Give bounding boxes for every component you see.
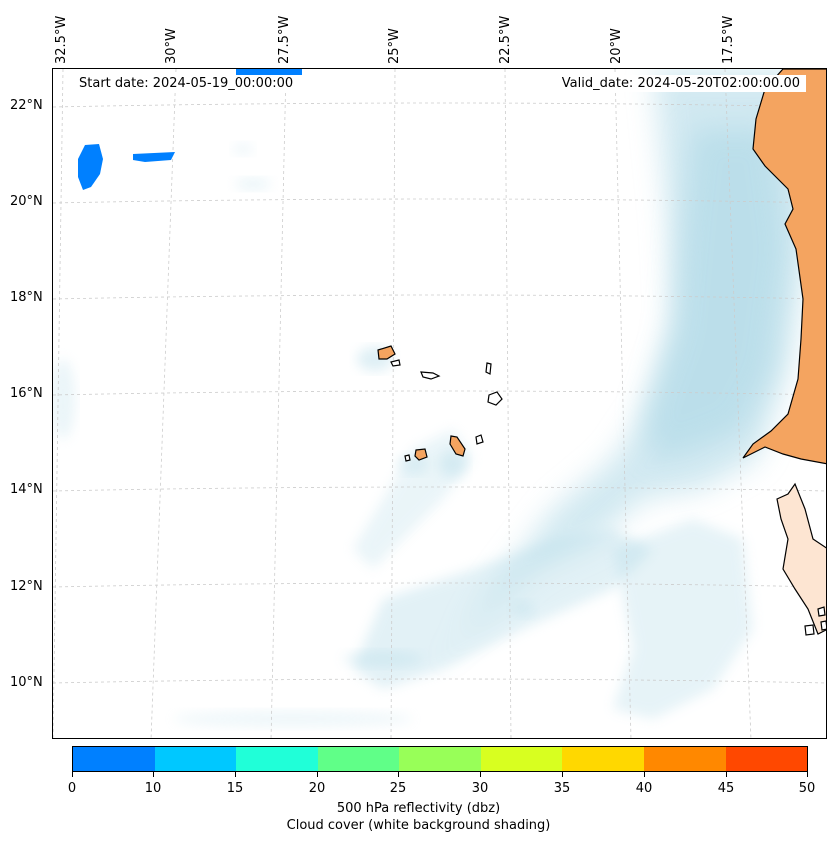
cloud-patch-f — [173, 711, 413, 727]
colorbar-segment-45-50 — [725, 747, 808, 771]
reflectivity-patch-strip — [133, 152, 175, 162]
island-bijagos-c — [820, 620, 826, 631]
island-sal — [485, 362, 492, 375]
lat-label-10n: 10°N — [10, 675, 43, 690]
colorbar-tick-mark — [726, 772, 727, 777]
gridline-lon-17.5 — [724, 69, 752, 738]
colorbar-segment-30-35 — [480, 747, 563, 771]
cloud-streak-southeast — [613, 519, 753, 719]
island-boa-vista — [487, 391, 503, 406]
gridline-lat-20 — [53, 198, 826, 204]
lon-label-20w: 20°W — [609, 28, 624, 64]
colorbar-tick-label: 35 — [553, 781, 571, 796]
reflectivity-layer — [78, 69, 302, 190]
island-santiago — [449, 435, 466, 457]
land-layer — [377, 69, 826, 636]
colorbar-tick-label: 20 — [308, 781, 326, 796]
colorbar-tick-label: 10 — [144, 781, 162, 796]
lon-label-22.5w: 22.5°W — [498, 15, 513, 64]
reflectivity-patch-west — [78, 144, 103, 190]
lon-label-25w: 25°W — [387, 28, 402, 64]
colorbar-tick-label: 30 — [471, 781, 489, 796]
colorbar-segment-0-10 — [73, 747, 155, 771]
colorbar-segment-20-25 — [317, 747, 400, 771]
gridline-lat-18 — [53, 294, 826, 300]
map-panel[interactable]: Start date: 2024-05-19_00:00:00 Valid_da… — [52, 68, 827, 739]
cloud-patch-b — [439, 450, 467, 478]
lat-label-14n: 14°N — [10, 482, 43, 497]
colorbar-tick-mark — [317, 772, 318, 777]
island-bijagos-a — [817, 606, 826, 617]
island-sao-nicolau — [420, 371, 441, 380]
cloud-streak-south — [353, 529, 653, 689]
island-sao-vicente — [390, 359, 401, 367]
colorbar-segment-15-20 — [236, 747, 318, 771]
land-africa-north — [742, 69, 826, 465]
lat-label-18n: 18°N — [10, 290, 43, 305]
lon-label-30w: 30°W — [164, 28, 179, 64]
island-maio — [475, 434, 484, 445]
island-santo-antao — [377, 345, 396, 360]
colorbar-tick-mark — [644, 772, 645, 777]
cloud-patch-e — [53, 359, 75, 439]
colorbar-segment-10-15 — [154, 747, 237, 771]
gridline-lon-25 — [390, 69, 396, 738]
lat-label-16n: 16°N — [10, 386, 43, 401]
cloud-patch-c — [511, 601, 535, 617]
island-fogo — [414, 448, 428, 461]
colorbar-tick-label: 25 — [389, 781, 407, 796]
gridline-lat-22 — [53, 102, 826, 108]
colorbar-segment-40-45 — [643, 747, 726, 771]
colorbar-subtitle: Cloud cover (white background shading) — [286, 818, 551, 833]
colorbar-title: 500 hPa reflectivity (dbz) — [336, 801, 501, 816]
colorbar-tick-mark — [398, 772, 399, 777]
cloud-band-core — [643, 129, 788, 459]
gridline-lon-20 — [614, 69, 632, 738]
cloud-cover-layer — [53, 69, 813, 727]
colorbar — [72, 746, 808, 772]
gridline-lat-12 — [53, 582, 826, 588]
cloud-patch-h — [233, 143, 253, 155]
colorbar-segment-25-30 — [399, 747, 481, 771]
gridline-lon-22.5 — [504, 69, 512, 738]
gridline-lon-27.5 — [270, 69, 287, 738]
colorbar-tick-mark — [807, 772, 808, 777]
land-africa-south — [776, 482, 826, 635]
lat-label-22n: 22°N — [10, 98, 43, 113]
colorbar-tick-mark — [72, 772, 73, 777]
map-canvas — [53, 69, 826, 738]
reflectivity-patch-top — [236, 69, 302, 75]
gridline-lon-30 — [150, 69, 177, 738]
colorbar-segment-35-40 — [562, 747, 644, 771]
cloud-patch-g — [343, 651, 423, 667]
lon-label-27.5w: 27.5°W — [277, 15, 292, 64]
lon-label-17.5w: 17.5°W — [721, 15, 736, 64]
lat-label-12n: 12°N — [10, 579, 43, 594]
island-brava — [404, 454, 411, 462]
island-bijagos-b — [804, 624, 815, 636]
colorbar-tick-mark — [562, 772, 563, 777]
gridline-lon-32.5 — [53, 69, 64, 738]
start-date-label: Start date: 2024-05-19_00:00:00 — [73, 75, 300, 92]
lon-label-32.5w: 32.5°W — [54, 15, 69, 64]
colorbar-tick-label: 0 — [67, 781, 77, 796]
colorbar-tick-mark — [480, 772, 481, 777]
colorbar-tick-label: 15 — [226, 781, 244, 796]
gridline-lat-14 — [53, 486, 826, 492]
graticule — [53, 69, 826, 738]
lat-label-20n: 20°N — [10, 194, 43, 209]
colorbar-tick-label: 50 — [798, 781, 816, 796]
colorbar-tick-mark — [235, 772, 236, 777]
gridline-lat-10 — [53, 678, 826, 684]
cloud-patch-d — [235, 178, 271, 190]
colorbar-tick-mark — [153, 772, 154, 777]
colorbar-tick-label: 45 — [717, 781, 735, 796]
colorbar-tick-label: 40 — [635, 781, 653, 796]
valid-date-label: Valid_date: 2024-05-20T02:00:00.00 — [555, 75, 806, 92]
